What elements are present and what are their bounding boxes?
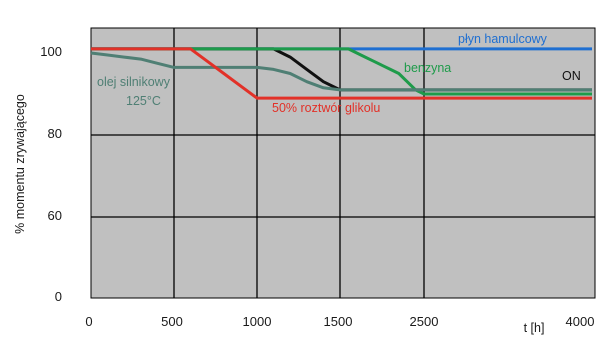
x-tick-label: 0 xyxy=(85,314,92,329)
y-tick-label: 60 xyxy=(48,208,62,223)
annotation-plyn-hamulcowy: płyn hamulcowy xyxy=(458,32,548,46)
grid-lines xyxy=(91,28,595,298)
annotation-olej-silnikowy: olej silnikowy xyxy=(97,75,171,89)
annotation-glikol: 50% roztwór glikolu xyxy=(272,101,380,115)
series-layer xyxy=(90,47,592,100)
annotation-benzyna: benzyna xyxy=(404,61,451,75)
y-tick-label: 0 xyxy=(55,289,62,304)
x-tick-label: 500 xyxy=(161,314,183,329)
x-tick-label: 1500 xyxy=(324,314,353,329)
x-tick-label: 4000 xyxy=(566,314,595,329)
x-tick-label: 1000 xyxy=(243,314,272,329)
annotation-on: ON xyxy=(562,69,581,83)
series-line-4 xyxy=(91,47,592,100)
annotation-125c: 125°C xyxy=(126,94,161,108)
x-axis-title: t [h] xyxy=(524,321,545,335)
plot-area xyxy=(90,27,596,299)
y-tick-label: 80 xyxy=(48,126,62,141)
y-axis-title: % momentu zrywającego xyxy=(13,94,27,234)
y-tick-label: 100 xyxy=(40,44,62,59)
series-line-3 xyxy=(90,51,592,92)
x-tick-label: 2500 xyxy=(410,314,439,329)
